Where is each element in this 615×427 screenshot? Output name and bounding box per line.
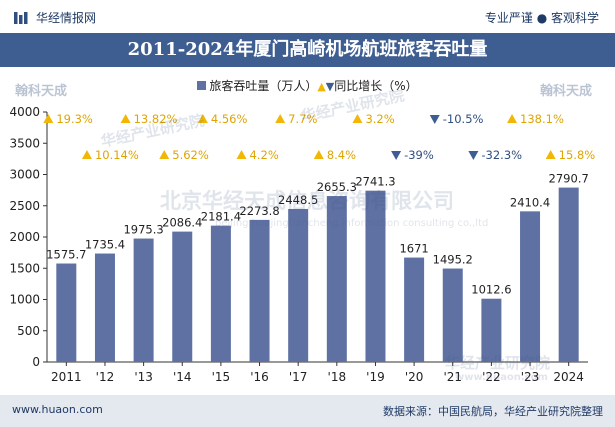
bar <box>94 253 115 362</box>
brand-name: 华经情报网 <box>36 11 97 25</box>
y-tick-label: 1000 <box>9 293 40 307</box>
growth-up-marker <box>197 114 208 123</box>
growth-label: -10.5% <box>443 112 484 126</box>
growth-label: 4.2% <box>250 148 279 162</box>
bar-value-label: 2410.4 <box>510 195 550 209</box>
growth-label: 10.14% <box>95 148 139 162</box>
bar-value-label: 2273.8 <box>239 204 279 218</box>
bar-value-label: 1575.7 <box>46 248 86 262</box>
growth-label: 19.3% <box>56 112 93 126</box>
growth-up-marker <box>43 114 54 123</box>
growth-label: 7.7% <box>288 112 317 126</box>
y-tick-label: 2500 <box>9 199 40 213</box>
x-tick-label: '13 <box>134 370 153 384</box>
x-tick-label: '18 <box>328 370 347 384</box>
y-tick-label: 1500 <box>9 261 40 275</box>
bar-value-label: 2181.4 <box>201 210 241 224</box>
bar-value-label: 2448.5 <box>278 193 318 207</box>
bar-value-label: 2655.3 <box>317 180 357 194</box>
x-tick-label: '23 <box>521 370 540 384</box>
bar <box>365 190 386 362</box>
bar <box>558 187 579 362</box>
bar <box>288 208 309 362</box>
y-tick-label: 500 <box>17 324 40 338</box>
growth-label: -32.3% <box>481 148 522 162</box>
slogan-left: 专业严谨 <box>484 11 533 25</box>
bar-value-label: 1495.2 <box>433 253 473 267</box>
bar-value-label: 1012.6 <box>471 283 511 297</box>
growth-up-marker <box>81 150 92 159</box>
growth-up-marker <box>545 150 556 159</box>
footer-source: 数据来源：中国民航局，华经产业研究院整理 <box>383 405 603 418</box>
growth-down-marker <box>468 151 479 160</box>
bar <box>133 238 154 362</box>
bar <box>210 225 231 362</box>
bar <box>481 298 502 362</box>
growth-up-marker <box>313 150 324 159</box>
bar <box>56 263 77 362</box>
x-tick-label: '22 <box>482 370 501 384</box>
footer-url[interactable]: www.huaon.com <box>12 403 103 416</box>
chart-title: 2011-2024年厦门高崎机场航班旅客吞吐量 <box>127 39 488 60</box>
growth-down-marker <box>429 115 440 124</box>
bar <box>326 196 347 362</box>
slogan: 专业严谨 ● 客观科学 <box>485 9 599 26</box>
growth-label: 13.82% <box>134 112 178 126</box>
y-tick-label: 4000 <box>9 105 40 119</box>
growth-up-marker <box>236 150 247 159</box>
x-tick-label: '17 <box>289 370 308 384</box>
slogan-dot-icon: ● <box>536 11 551 25</box>
legend-bar-swatch-icon <box>197 81 207 90</box>
growth-up-marker <box>507 114 518 123</box>
y-tick-label: 3000 <box>9 168 40 182</box>
bar <box>172 231 193 362</box>
brand-logo-icon <box>14 11 28 24</box>
bar <box>442 268 463 362</box>
chart-legend: 旅客吞吐量（万人）▲▼同比增长（%） <box>0 77 615 94</box>
bar-value-label: 2741.3 <box>355 175 395 189</box>
x-tick-label: '16 <box>250 370 269 384</box>
brand[interactable]: 华经情报网 <box>14 9 96 26</box>
growth-label: 15.8% <box>559 148 596 162</box>
growth-down-marker <box>391 151 402 160</box>
bar-value-label: 2086.4 <box>162 216 202 230</box>
growth-label: 5.62% <box>172 148 209 162</box>
growth-up-marker <box>275 114 286 123</box>
growth-label: 138.1% <box>520 112 564 126</box>
growth-up-marker <box>120 114 131 123</box>
y-tick-label: 0 <box>32 355 40 369</box>
chart-title-bar: 2011-2024年厦门高崎机场航班旅客吞吐量 <box>0 33 615 67</box>
legend-bar-label: 旅客吞吐量（万人） <box>209 79 318 93</box>
bar-value-label: 2790.7 <box>549 172 589 186</box>
growth-up-marker <box>352 114 363 123</box>
bar-value-label: 1735.4 <box>85 238 125 252</box>
bar <box>520 211 541 362</box>
bar-value-label: 1975.3 <box>123 223 163 237</box>
growth-label: 4.56% <box>211 112 248 126</box>
legend-up-triangle-icon: ▲ <box>317 80 326 93</box>
x-tick-label: '20 <box>405 370 424 384</box>
y-tick-label: 2000 <box>9 230 40 244</box>
growth-label: -39% <box>404 148 434 162</box>
x-tick-label: '19 <box>366 370 385 384</box>
bar <box>404 257 425 362</box>
y-tick-label: 3500 <box>9 136 40 150</box>
top-bar: 华经情报网 专业严谨 ● 客观科学 <box>0 0 615 33</box>
x-tick-label: '14 <box>173 370 192 384</box>
footer: www.huaon.com 数据来源：中国民航局，华经产业研究院整理 <box>0 395 615 427</box>
legend-line-label: 同比增长（%） <box>334 79 418 93</box>
growth-label: 8.4% <box>327 148 356 162</box>
x-tick-label: 2011 <box>51 370 82 384</box>
bar <box>249 219 270 362</box>
x-tick-label: 2024 <box>553 370 584 384</box>
growth-label: 3.2% <box>365 112 394 126</box>
legend-down-triangle-icon: ▼ <box>325 80 335 93</box>
bar-value-label: 1671 <box>399 242 428 256</box>
x-tick-label: '15 <box>212 370 231 384</box>
x-tick-label: '21 <box>443 370 462 384</box>
slogan-right: 客观科学 <box>550 11 599 25</box>
x-tick-label: '12 <box>96 370 115 384</box>
growth-up-marker <box>159 150 170 159</box>
